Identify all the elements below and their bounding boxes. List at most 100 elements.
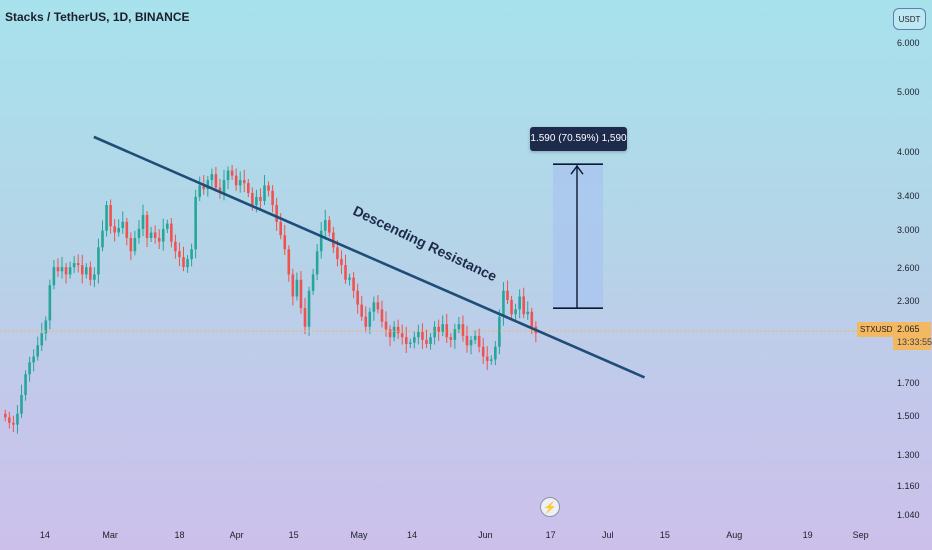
candle-body xyxy=(125,221,129,238)
candle-body xyxy=(101,230,104,248)
candle-body xyxy=(4,413,7,418)
candle-body xyxy=(360,304,363,317)
candle-body xyxy=(117,228,120,233)
exchange: BINANCE xyxy=(134,10,190,24)
candle-body xyxy=(514,309,517,315)
candle-body xyxy=(153,232,157,238)
candle-body xyxy=(48,285,52,321)
candle-body xyxy=(85,267,88,275)
lightning-icon[interactable]: ⚡ xyxy=(540,497,560,517)
candle-body xyxy=(52,267,56,286)
price-tick-label: 1.300 xyxy=(897,449,920,460)
candle-body xyxy=(16,413,19,425)
candle-body xyxy=(129,237,133,252)
candle-body xyxy=(166,223,169,229)
candle-body xyxy=(202,185,206,190)
candle-body xyxy=(299,279,303,309)
candle-body xyxy=(234,175,238,186)
candle-body xyxy=(251,193,254,206)
price-tick-label: 1.700 xyxy=(897,377,920,388)
candle-body xyxy=(141,214,145,229)
candle-body xyxy=(214,174,218,188)
candle-body xyxy=(198,185,201,197)
candle-body xyxy=(311,274,315,291)
price-tick-label: 2.600 xyxy=(897,263,920,274)
candle-body xyxy=(490,359,493,361)
candle-body xyxy=(469,339,473,346)
candle-body xyxy=(145,214,149,238)
candle-body xyxy=(498,316,501,347)
candle-body xyxy=(222,180,226,194)
price-tick-label: 2.300 xyxy=(897,296,920,307)
time-tick-label: 15 xyxy=(288,530,299,540)
candle-body xyxy=(242,180,246,184)
candle-body xyxy=(336,247,339,260)
candle-body xyxy=(400,333,404,338)
time-tick-label: 15 xyxy=(659,530,670,540)
price-tick-label: 3.000 xyxy=(897,224,920,235)
candle-body xyxy=(485,356,489,361)
candle-body xyxy=(113,226,116,233)
candle-body xyxy=(161,228,165,242)
measure-label: 1.590 (70.59%) 1,590 xyxy=(530,127,627,151)
candle-body xyxy=(303,308,307,327)
candle-body xyxy=(429,337,432,344)
candle-body xyxy=(64,267,68,275)
candle-body xyxy=(247,183,250,194)
candle-body xyxy=(372,302,376,312)
price-range-measure[interactable] xyxy=(553,163,603,309)
currency-button[interactable]: USDT xyxy=(893,8,926,30)
candle-body xyxy=(425,339,428,344)
candle-body xyxy=(396,326,400,334)
candle-body xyxy=(170,223,173,242)
measure-box xyxy=(553,164,603,309)
time-tick-label: 14 xyxy=(406,530,417,540)
time-tick-label: Apr xyxy=(229,530,244,540)
candle-body xyxy=(530,311,534,327)
candle-body xyxy=(40,333,44,346)
candle-body xyxy=(307,290,311,327)
candle-body xyxy=(409,342,412,344)
candle-body xyxy=(80,265,84,275)
time-tick-label: 19 xyxy=(802,530,813,540)
candle-body xyxy=(510,299,513,315)
measure-arrowhead-icon xyxy=(570,165,584,175)
candle-body xyxy=(364,316,368,327)
descending-trendline[interactable] xyxy=(93,135,646,379)
candle-body xyxy=(238,180,242,186)
candle-body xyxy=(332,232,335,248)
chart-title: Stacks / TetherUS, 1D, BINANCE xyxy=(5,10,190,24)
last-price-tag: 2.065 13:33:55 xyxy=(893,322,932,350)
trendline-label: Descending Resistance xyxy=(351,202,500,284)
candle-body xyxy=(461,324,465,336)
price-tick-label: 6.000 xyxy=(897,38,920,48)
candle-body xyxy=(283,235,287,250)
candle-body xyxy=(72,263,76,268)
price-tick-label: 1.500 xyxy=(897,411,920,422)
candle-body xyxy=(287,249,291,275)
candle-body xyxy=(97,247,100,275)
candle-body xyxy=(271,190,274,206)
interval: 1D xyxy=(112,10,129,24)
candle-body xyxy=(36,345,39,357)
candle-body xyxy=(230,170,234,176)
candle-body xyxy=(518,296,521,310)
candle-body xyxy=(368,311,372,327)
candle-body xyxy=(178,251,181,258)
candle-body xyxy=(481,346,485,357)
candle-body xyxy=(380,309,384,322)
candle-body xyxy=(445,324,449,338)
candle-body xyxy=(263,185,266,201)
candle-body xyxy=(56,267,60,272)
candle-body xyxy=(149,232,153,238)
candle-body xyxy=(109,205,112,227)
candle-body xyxy=(12,422,15,425)
candle-body xyxy=(315,251,319,275)
candle-body xyxy=(388,329,392,338)
candle-body xyxy=(522,296,525,315)
candle-body xyxy=(76,263,80,266)
candle-body xyxy=(182,257,185,268)
time-tick-label: May xyxy=(350,530,368,540)
candle-body xyxy=(437,326,440,332)
